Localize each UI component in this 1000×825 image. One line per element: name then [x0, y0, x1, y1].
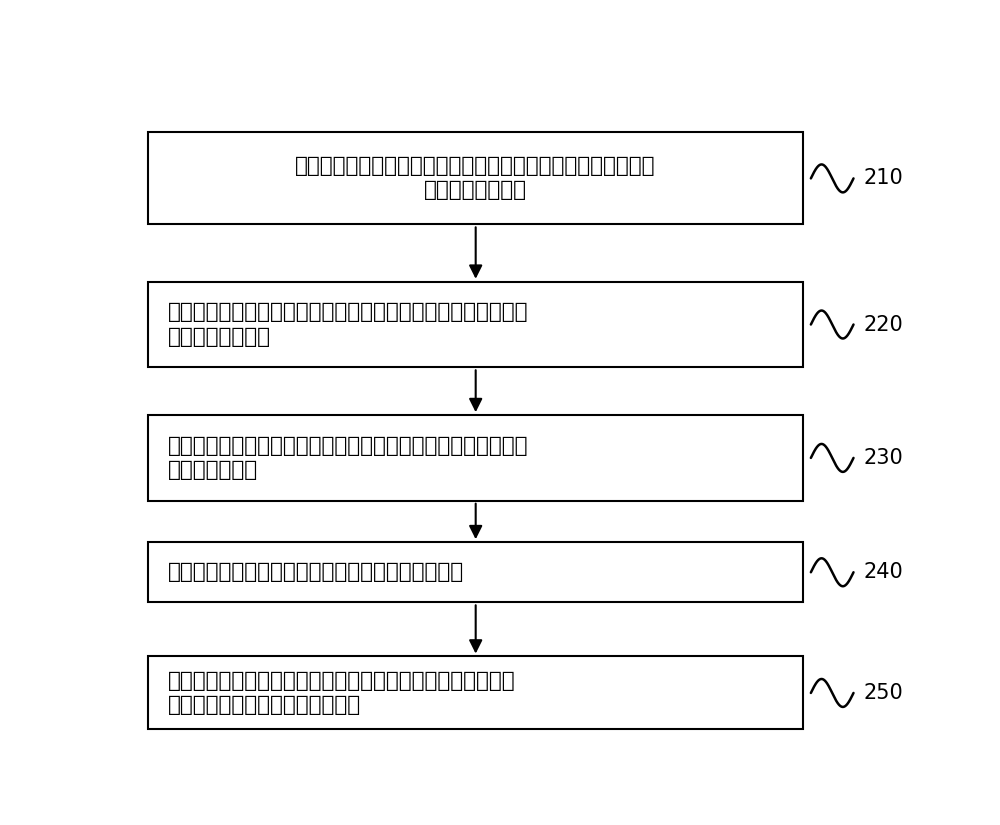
Text: 判断超声信号中是否存超声强度大于第一超声强度阈值，并且: 判断超声信号中是否存超声强度大于第一超声强度阈值，并且: [168, 671, 515, 691]
Text: 判断单相温度数据中是否存在大于第三温度阈值，并且小于第四: 判断单相温度数据中是否存在大于第三温度阈值，并且小于第四: [168, 436, 528, 456]
Text: 220: 220: [864, 314, 903, 334]
Text: 据和单相温度数据: 据和单相温度数据: [424, 181, 527, 200]
Text: 230: 230: [864, 448, 903, 468]
Bar: [148, 657, 803, 729]
Bar: [148, 281, 803, 367]
Text: 从超声信号采集模块获取环网柜电缆终端的超声信号: 从超声信号采集模块获取环网柜电缆终端的超声信号: [168, 563, 464, 582]
Bar: [148, 132, 803, 224]
Text: 二温度阈值的数据: 二温度阈值的数据: [168, 327, 271, 346]
Text: 获取环网柜电缆终端的温度数据；温度数据包括：相间温度差数: 获取环网柜电缆终端的温度数据；温度数据包括：相间温度差数: [295, 156, 656, 177]
Bar: [148, 542, 803, 602]
Text: 小于第二超声强度阈值的超声信号: 小于第二超声强度阈值的超声信号: [168, 695, 361, 715]
Text: 210: 210: [864, 168, 903, 188]
Text: 温度阈值的数据: 温度阈值的数据: [168, 460, 258, 480]
Text: 判断相间温度差数据中是否存在大于第一温度阈值，并且小于第: 判断相间温度差数据中是否存在大于第一温度阈值，并且小于第: [168, 303, 528, 323]
Text: 250: 250: [864, 683, 903, 703]
Bar: [148, 415, 803, 501]
Text: 240: 240: [864, 563, 903, 582]
